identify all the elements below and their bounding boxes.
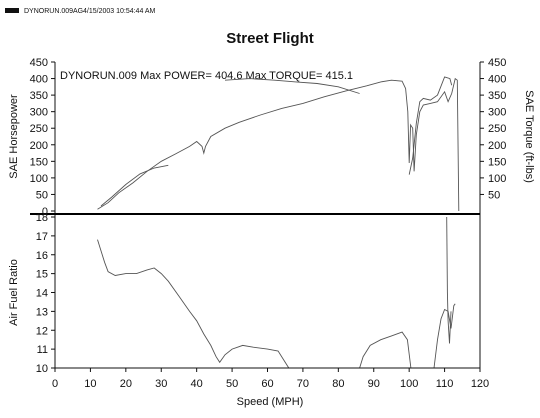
air-fuel-tick-label: 17	[36, 231, 48, 243]
header-file-name: DYNORUN.009AG	[24, 8, 83, 15]
x-tick-label: 30	[155, 378, 167, 390]
horsepower-tick-label: 200	[30, 140, 48, 152]
horsepower-tick-label: 150	[30, 156, 48, 168]
air-fuel-tick-label: 15	[36, 269, 48, 281]
horsepower-tick-label: 300	[30, 107, 48, 119]
horsepower-tick-label: 450	[30, 57, 48, 69]
torque-tick-label: 450	[488, 57, 506, 69]
horsepower-tick-label: 100	[30, 173, 48, 185]
header-timestamp: 4/15/2003 10:54:44 AM	[83, 8, 156, 15]
air-fuel-tick-label: 14	[36, 288, 48, 300]
torque-tick-label: 200	[488, 140, 506, 152]
horsepower-tick-label: 0	[42, 206, 48, 218]
torque-tick-label: 50	[488, 189, 500, 201]
air-fuel-tick-label: 16	[36, 250, 48, 262]
horsepower-tick-label: 350	[30, 90, 48, 102]
torque-tick-label: 350	[488, 90, 506, 102]
y-axis-label-torque: SAE Torque (ft-lbs)	[523, 90, 535, 183]
air-fuel-tick-label: 18	[36, 212, 48, 224]
x-tick-label: 50	[226, 378, 238, 390]
power-torque-series-line-1	[97, 77, 460, 212]
air-fuel-panel: 10 11 12 13 14 15 16 17 18	[36, 212, 456, 375]
x-tick-label: 110	[436, 378, 454, 390]
y-axis-label-horsepower: SAE Horsepower	[8, 94, 20, 179]
power-torque-series-line-3	[224, 78, 360, 94]
power-torque-panel: 0 50 100 150 200 250 300 350 400 450 50 100 150 200 25…	[30, 57, 506, 368]
max-power-torque-annotation: DYNORUN.009 Max POWER= 404.6 Max TORQUE=…	[60, 70, 353, 82]
power-torque-series-line-2	[100, 164, 169, 207]
x-tick-label: 90	[368, 378, 380, 390]
x-tick-label: 80	[332, 378, 344, 390]
header: DYNORUN.009AG 4/15/2003 10:54:44 AM	[5, 8, 156, 15]
power-torque-series-line-4	[408, 76, 453, 175]
chart-title: Street Flight	[226, 30, 314, 47]
torque-tick-label: 400	[488, 74, 506, 86]
torque-tick-label: 150	[488, 156, 506, 168]
air-fuel-tick-label: 11	[37, 344, 48, 356]
x-tick-label: 100	[400, 378, 418, 390]
x-tick-label: 0	[52, 378, 58, 390]
x-tick-label: 120	[471, 378, 489, 390]
y-axis-label-air-fuel: Air Fuel Ratio	[8, 259, 20, 326]
x-tick-label: 40	[191, 378, 203, 390]
horsepower-tick-label: 50	[36, 189, 48, 201]
air-fuel-tick-label: 10	[36, 363, 48, 375]
x-tick-label: 70	[297, 378, 309, 390]
horsepower-tick-label: 250	[30, 123, 48, 135]
x-axis: 0 10 20 30 40 50 60 70 80 90 100 110 120	[52, 367, 489, 390]
torque-tick-label: 250	[488, 123, 506, 135]
horsepower-tick-label: 400	[30, 74, 48, 86]
air-fuel-series-line-1	[97, 239, 456, 369]
x-axis-label: Speed (MPH)	[237, 396, 304, 408]
x-tick-label: 20	[120, 378, 132, 390]
air-fuel-tick-label: 12	[36, 325, 48, 337]
header-marker	[5, 8, 19, 13]
air-fuel-series-line-2	[446, 216, 452, 344]
air-fuel-tick-label: 13	[36, 306, 48, 318]
torque-tick-label: 100	[488, 173, 506, 185]
x-tick-label: 60	[261, 378, 273, 390]
x-tick-label: 10	[84, 378, 96, 390]
torque-tick-label: 300	[488, 107, 506, 119]
